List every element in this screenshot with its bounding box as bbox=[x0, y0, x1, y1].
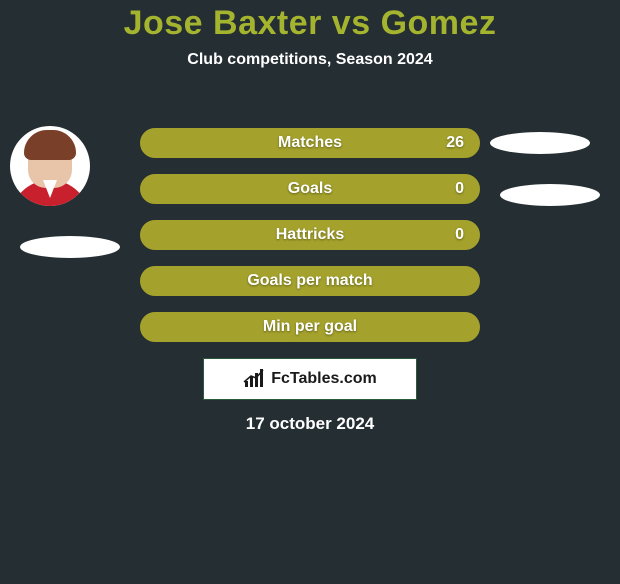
bars-icon bbox=[243, 369, 265, 389]
stat-value-right: 0 bbox=[455, 226, 464, 244]
stat-label: Hattricks bbox=[276, 226, 344, 244]
stat-label: Min per goal bbox=[263, 318, 357, 336]
stat-bar: Min per goal bbox=[140, 312, 480, 342]
stat-value-right: 0 bbox=[455, 180, 464, 198]
brand-text: FcTables.com bbox=[271, 370, 377, 388]
stat-label: Goals bbox=[288, 180, 332, 198]
stat-bar: Hattricks 0 bbox=[140, 220, 480, 250]
decorative-ellipse bbox=[500, 184, 600, 206]
stat-bar: Goals per match bbox=[140, 266, 480, 296]
stat-label: Matches bbox=[278, 134, 342, 152]
decorative-ellipse bbox=[20, 236, 120, 258]
stat-label: Goals per match bbox=[247, 272, 372, 290]
player-left-avatar bbox=[10, 126, 90, 206]
subtitle: Club competitions, Season 2024 bbox=[0, 51, 620, 69]
stat-bar: Goals 0 bbox=[140, 174, 480, 204]
stat-value-right: 26 bbox=[446, 134, 464, 152]
stat-bars: Matches 26 Goals 0 Hattricks 0 Goals per match… bbox=[140, 128, 480, 358]
stat-bar: Matches 26 bbox=[140, 128, 480, 158]
decorative-ellipse bbox=[490, 132, 590, 154]
date-text: 17 october 2024 bbox=[0, 414, 620, 434]
brand-box: FcTables.com bbox=[203, 358, 417, 400]
avatar-hair bbox=[24, 130, 76, 160]
page-title: Jose Baxter vs Gomez bbox=[0, 4, 620, 43]
